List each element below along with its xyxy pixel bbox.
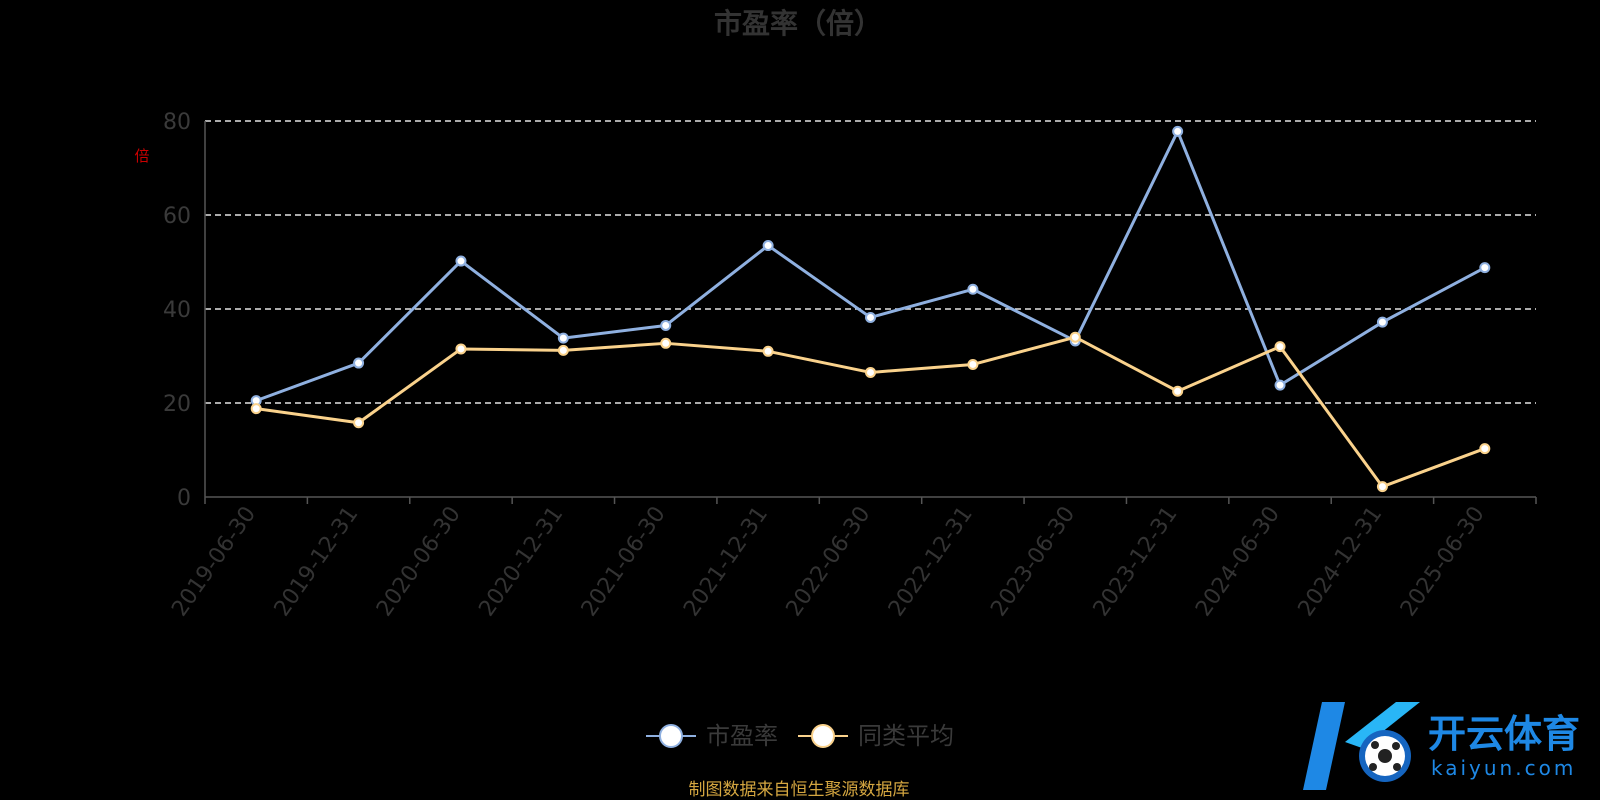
data-point: [865, 366, 876, 378]
legend-label-avg: 同类平均: [858, 722, 954, 750]
y-axis-label: 倍: [134, 147, 149, 165]
x-tick-label: 2024-06-30: [1191, 502, 1285, 621]
data-point: [1274, 379, 1286, 391]
x-tick-label: 2022-06-30: [782, 502, 876, 621]
data-point: [1479, 443, 1491, 455]
legend-marker-pe: [659, 724, 683, 748]
watermark-domain: kaiyun.com: [1431, 756, 1576, 780]
legend-label-pe: 市盈率: [706, 722, 778, 750]
data-point: [557, 344, 569, 356]
data-point: [865, 311, 876, 323]
data-point: [1069, 331, 1081, 343]
grid-lines: [205, 120, 1536, 404]
series-line-0: [255, 129, 1486, 403]
chart-title: 市盈率（倍）: [714, 7, 882, 40]
data-point: [1376, 316, 1388, 328]
data-point: [455, 343, 467, 355]
y-tick-label: 40: [163, 298, 191, 323]
data-point: [660, 337, 672, 349]
x-tick-label: 2020-06-30: [372, 502, 466, 621]
legend: 市盈率 同类平均: [646, 722, 954, 750]
series-line-1: [255, 335, 1486, 489]
y-tick-label: 80: [163, 110, 191, 135]
x-tick-label: 2021-06-30: [577, 502, 671, 621]
data-point: [1172, 125, 1184, 137]
watermark-name: 开云体育: [1428, 712, 1580, 756]
x-tick-label: 2023-12-31: [1089, 502, 1183, 621]
data-point: [250, 403, 262, 415]
data-point: [967, 358, 979, 370]
watermark-logo: 开云体育 kaiyun.com: [1303, 702, 1580, 790]
legend-item-avg[interactable]: 同类平均: [798, 722, 954, 750]
y-tick-label: 60: [163, 204, 191, 229]
legend-item-pe[interactable]: 市盈率: [646, 722, 778, 750]
data-point: [967, 283, 979, 295]
x-tick-label: 2019-12-31: [270, 502, 364, 621]
x-tick-label: 2019-06-30: [167, 502, 261, 621]
y-tick-label: 20: [163, 392, 191, 417]
legend-marker-avg: [811, 724, 835, 748]
x-tick-label: 2022-12-31: [884, 502, 978, 621]
data-point: [1274, 341, 1286, 353]
x-tick-label: 2021-12-31: [679, 502, 773, 621]
data-point: [660, 319, 672, 331]
data-point: [455, 255, 467, 267]
data-point: [1479, 262, 1491, 274]
x-tick-label: 2020-12-31: [474, 502, 568, 621]
x-tick-label: 2025-06-30: [1396, 502, 1490, 621]
data-point: [557, 332, 569, 344]
y-tick-label: 0: [177, 486, 191, 511]
data-point: [1376, 481, 1388, 493]
series-layer: [250, 125, 1491, 493]
data-point: [762, 240, 774, 252]
source-note: 制图数据来自恒生聚源数据库: [689, 780, 910, 800]
x-tick-label: 2024-12-31: [1294, 502, 1388, 621]
x-tick-label: 2023-06-30: [986, 502, 1080, 621]
data-point: [353, 417, 365, 429]
data-point: [762, 345, 774, 357]
data-point: [353, 357, 365, 369]
data-point: [1172, 385, 1184, 397]
logo-icon: [1303, 702, 1420, 790]
